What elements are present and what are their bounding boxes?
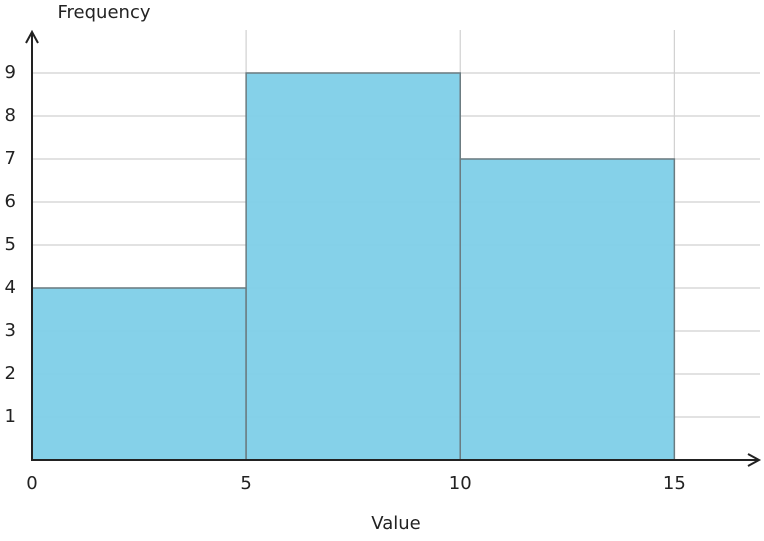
y-tick-label: 8 <box>5 105 16 126</box>
x-axis-label: Value <box>371 513 420 534</box>
y-tick-label: 3 <box>5 320 16 341</box>
y-axis-arrow <box>25 29 39 44</box>
x-tick-label: 15 <box>663 473 686 494</box>
y-tick-label: 5 <box>5 234 16 255</box>
x-axis-arrow <box>747 453 762 467</box>
y-axis-label: Frequency <box>58 2 151 23</box>
y-tick-label: 7 <box>5 148 16 169</box>
x-tick-label: 5 <box>240 473 251 494</box>
bar <box>31 287 247 461</box>
bar <box>459 158 676 461</box>
x-tick-label: 0 <box>26 473 37 494</box>
y-tick-label: 9 <box>5 62 16 83</box>
plot-area: 1 2 3 4 5 6 7 8 9 0 5 10 15 <box>5 30 760 494</box>
y-tick-label: 4 <box>5 277 16 298</box>
bar <box>245 72 461 461</box>
x-tick-label: 10 <box>449 473 472 494</box>
axes <box>25 29 762 467</box>
y-tick-label: 1 <box>5 406 16 427</box>
y-tick-label: 2 <box>5 363 16 384</box>
y-tick-label: 6 <box>5 191 16 212</box>
